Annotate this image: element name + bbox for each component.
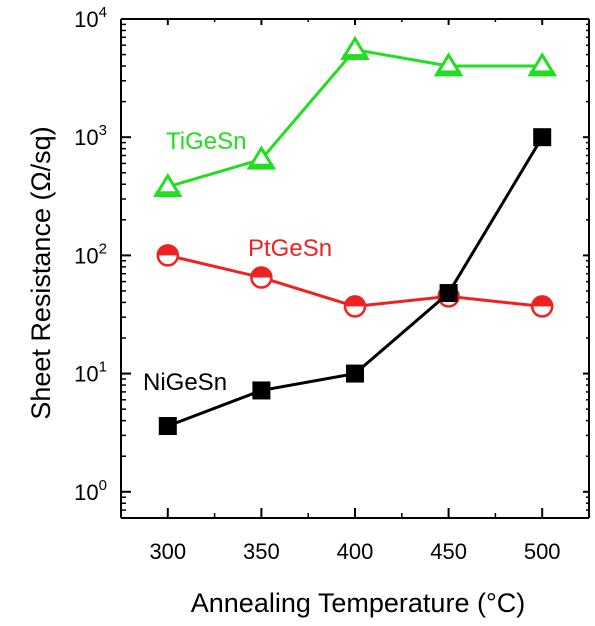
y-tick-exponent: 0 (99, 477, 107, 494)
y-tick-base: 10 (74, 125, 98, 150)
data-point-fill (530, 70, 555, 75)
x-tick-label: 500 (524, 539, 561, 564)
data-point-fill (436, 70, 461, 75)
data-point (246, 145, 277, 170)
y-tick-base: 10 (74, 243, 98, 268)
x-tick-label: 350 (243, 539, 280, 564)
data-point-fill (345, 296, 365, 307)
series-label: NiGeSn (143, 369, 227, 396)
data-point-fill (157, 245, 178, 256)
data-point (252, 381, 271, 400)
y-tick-base: 10 (74, 362, 98, 387)
data-point-fill (155, 191, 180, 196)
data-point-fill (249, 163, 274, 169)
x-axis-title: Annealing Temperature (°C) (191, 588, 525, 618)
x-tick-label: 300 (149, 539, 186, 564)
y-tick-exponent: 1 (99, 359, 107, 376)
data-point-fill (342, 54, 368, 59)
series-ptgesn: PtGeSn (156, 235, 554, 318)
data-point (346, 364, 364, 383)
y-tick-exponent: 3 (99, 122, 107, 139)
x-axis-ticks: 300 350 400 450 500 (120, 19, 590, 564)
y-tick-label: 102 (74, 240, 107, 268)
y-tick-label: 101 (74, 359, 107, 387)
data-point-fill (532, 296, 553, 307)
series-line (167, 48, 543, 189)
data-point (439, 284, 458, 303)
plot-frame (120, 18, 590, 519)
y-tick-exponent: 4 (99, 4, 107, 21)
y-tick-exponent: 2 (99, 240, 107, 257)
series-tigesn: TiGeSn (153, 35, 557, 198)
data-point (158, 417, 177, 436)
data-point (533, 128, 552, 147)
x-tick-label: 400 (337, 539, 374, 564)
y-tick-label: 100 (74, 477, 107, 505)
y-tick-base: 10 (74, 480, 98, 505)
data-point-fill (251, 267, 272, 278)
series-nigesn: NiGeSn (143, 128, 552, 436)
y-tick-label: 103 (74, 122, 107, 150)
y-tick-base: 10 (74, 7, 98, 32)
x-tick-label: 450 (430, 539, 467, 564)
y-tick-label: 104 (74, 4, 107, 32)
series: TiGeSn PtGeSn NiGeSn (143, 35, 557, 436)
series-label: PtGeSn (248, 235, 332, 262)
y-axis-title: Sheet Resistance (Ω/sq) (26, 126, 56, 419)
series-label: TiGeSn (166, 128, 246, 155)
